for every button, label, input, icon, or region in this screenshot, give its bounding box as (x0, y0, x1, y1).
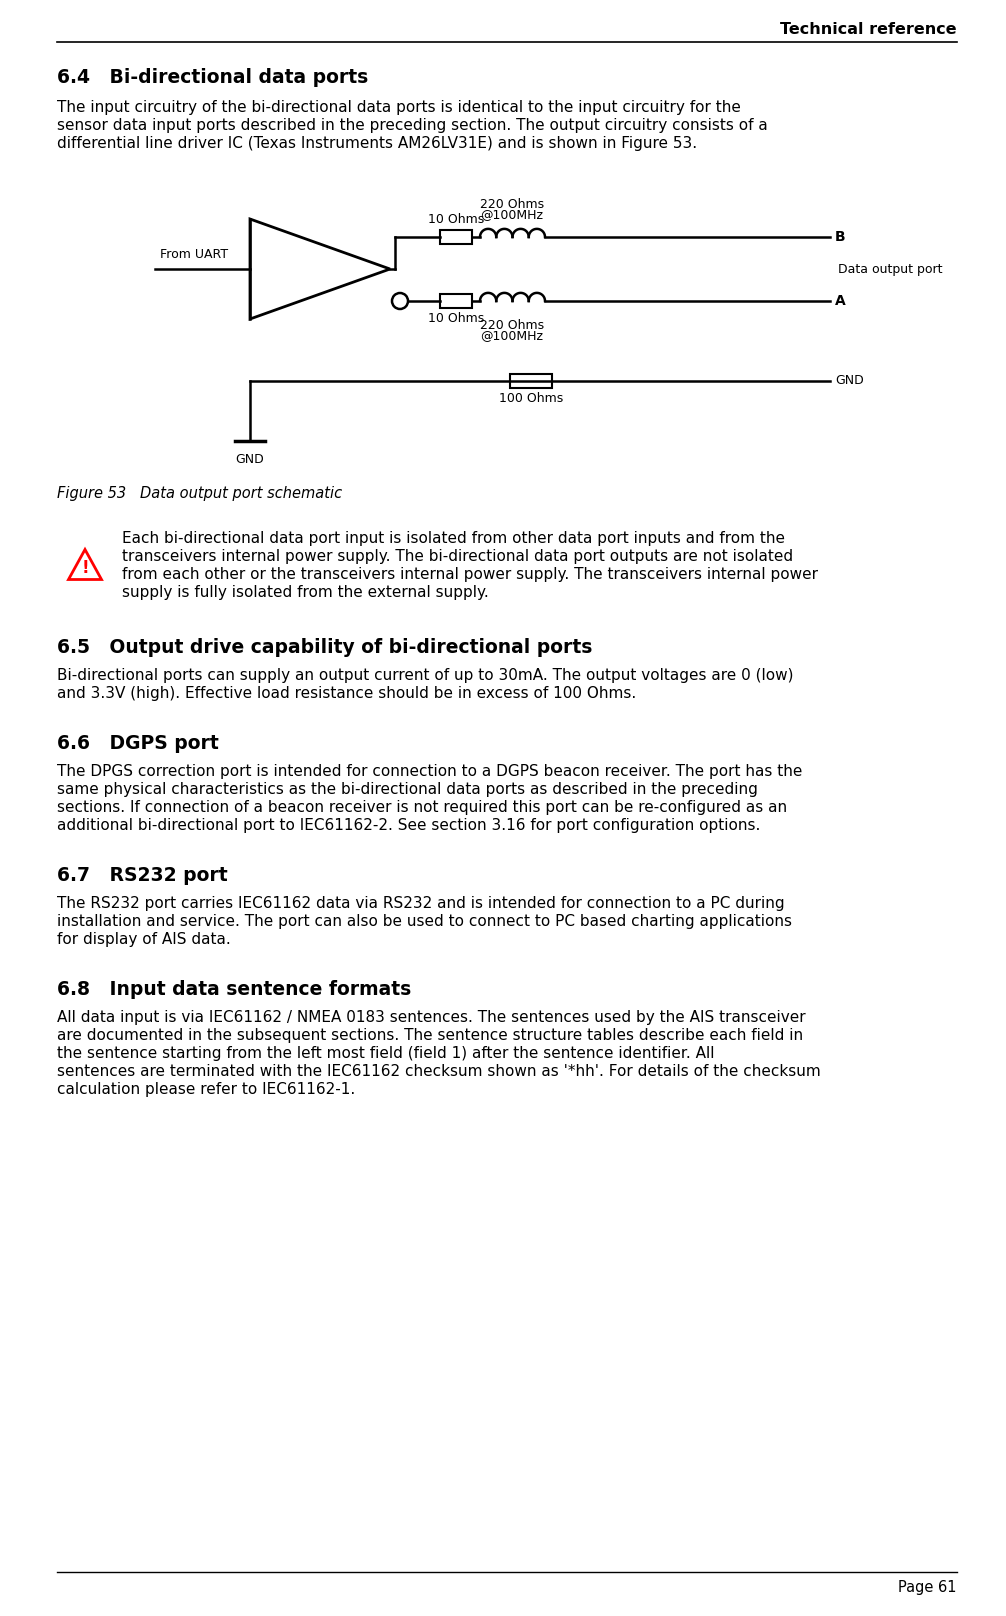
Text: calculation please refer to IEC61162-1.: calculation please refer to IEC61162-1. (57, 1083, 355, 1097)
Text: sensor data input ports described in the preceding section. The output circuitry: sensor data input ports described in the… (57, 118, 768, 133)
Circle shape (392, 292, 408, 309)
Text: Technical reference: Technical reference (781, 23, 957, 37)
Text: 10 Ohms: 10 Ohms (428, 213, 484, 226)
Text: the sentence starting from the left most field (field 1) after the sentence iden: the sentence starting from the left most… (57, 1046, 714, 1062)
Text: B: B (835, 229, 846, 244)
Text: 100 Ohms: 100 Ohms (499, 393, 563, 406)
Text: 10 Ohms: 10 Ohms (428, 312, 484, 325)
Text: for display of AIS data.: for display of AIS data. (57, 932, 230, 947)
Text: Data output port: Data output port (838, 262, 943, 275)
Text: supply is fully isolated from the external supply.: supply is fully isolated from the extern… (122, 585, 489, 600)
Text: Bi-directional ports can supply an output current of up to 30mA. The output volt: Bi-directional ports can supply an outpu… (57, 667, 794, 684)
Text: additional bi-directional port to IEC61162-2. See section 3.16 for port configur: additional bi-directional port to IEC611… (57, 818, 761, 832)
Text: 6.4   Bi-directional data ports: 6.4 Bi-directional data ports (57, 68, 368, 87)
Text: From UART: From UART (160, 247, 228, 262)
Text: !: ! (81, 559, 89, 577)
Text: sections. If connection of a beacon receiver is not required this port can be re: sections. If connection of a beacon rece… (57, 800, 787, 814)
Text: sentences are terminated with the IEC61162 checksum shown as '*hh'. For details : sentences are terminated with the IEC611… (57, 1063, 821, 1079)
Text: Page 61: Page 61 (898, 1580, 957, 1595)
Bar (440, 229, 472, 244)
Text: Figure 53   Data output port schematic: Figure 53 Data output port schematic (57, 486, 342, 501)
Bar (440, 294, 472, 309)
Text: 6.7   RS232 port: 6.7 RS232 port (57, 866, 227, 886)
Text: from each other or the transceivers internal power supply. The transceivers inte: from each other or the transceivers inte… (122, 567, 818, 582)
Text: 6.5   Output drive capability of bi-directional ports: 6.5 Output drive capability of bi-direct… (57, 638, 593, 658)
Text: @100MHz: @100MHz (481, 330, 543, 343)
Text: 220 Ohms: 220 Ohms (480, 318, 544, 333)
Text: The input circuitry of the bi-directional data ports is identical to the input c: The input circuitry of the bi-directiona… (57, 100, 740, 115)
Text: differential line driver IC (Texas Instruments AM26LV31E) and is shown in Figure: differential line driver IC (Texas Instr… (57, 136, 697, 150)
Text: and 3.3V (high). Effective load resistance should be in excess of 100 Ohms.: and 3.3V (high). Effective load resistan… (57, 687, 636, 701)
Text: installation and service. The port can also be used to connect to PC based chart: installation and service. The port can a… (57, 915, 792, 929)
Text: 220 Ohms: 220 Ohms (480, 197, 544, 210)
Bar (510, 373, 552, 388)
Text: @100MHz: @100MHz (481, 208, 543, 221)
Text: GND: GND (835, 375, 864, 388)
Text: The RS232 port carries IEC61162 data via RS232 and is intended for connection to: The RS232 port carries IEC61162 data via… (57, 895, 785, 911)
Text: 6.8   Input data sentence formats: 6.8 Input data sentence formats (57, 979, 411, 999)
Text: The DPGS correction port is intended for connection to a DGPS beacon receiver. T: The DPGS correction port is intended for… (57, 764, 803, 779)
Text: 6.6   DGPS port: 6.6 DGPS port (57, 734, 218, 753)
Text: A: A (835, 294, 846, 309)
Text: same physical characteristics as the bi-directional data ports as described in t: same physical characteristics as the bi-… (57, 782, 758, 797)
Text: All data input is via IEC61162 / NMEA 0183 sentences. The sentences used by the : All data input is via IEC61162 / NMEA 01… (57, 1010, 806, 1025)
Text: are documented in the subsequent sections. The sentence structure tables describ: are documented in the subsequent section… (57, 1028, 803, 1042)
Text: transceivers internal power supply. The bi-directional data port outputs are not: transceivers internal power supply. The … (122, 549, 793, 564)
Text: GND: GND (235, 452, 265, 465)
Text: Each bi-directional data port input is isolated from other data port inputs and : Each bi-directional data port input is i… (122, 532, 785, 546)
